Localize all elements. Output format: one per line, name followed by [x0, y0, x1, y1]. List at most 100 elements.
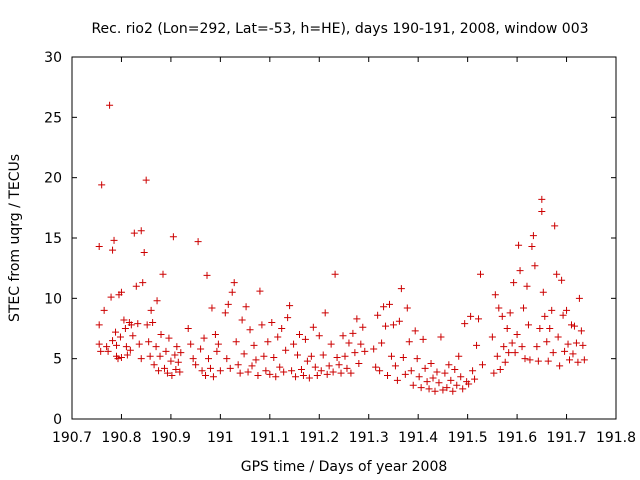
data-point: [282, 346, 290, 354]
data-point: [577, 327, 585, 335]
data-point: [449, 387, 457, 395]
data-point: [510, 279, 518, 287]
data-point: [211, 331, 219, 339]
data-point: [252, 356, 260, 364]
data-point: [423, 378, 431, 386]
data-point: [95, 321, 103, 329]
data-point: [476, 270, 484, 278]
data-point: [556, 362, 564, 370]
data-point: [425, 385, 433, 393]
data-point: [339, 332, 347, 340]
data-point: [292, 373, 300, 381]
data-point: [264, 338, 272, 346]
data-point: [254, 372, 262, 380]
data-point: [405, 338, 413, 346]
data-point: [384, 372, 392, 380]
data-point: [278, 325, 286, 332]
data-point: [162, 347, 170, 355]
x-tick-label: 190.8: [101, 430, 141, 446]
data-point: [173, 343, 181, 351]
data-point: [459, 385, 467, 393]
data-point: [498, 312, 506, 320]
data-point: [126, 346, 134, 354]
data-point: [116, 333, 124, 341]
data-point: [189, 355, 197, 363]
data-point: [411, 327, 419, 335]
data-point: [234, 361, 242, 369]
data-point: [238, 316, 246, 324]
data-point: [407, 367, 415, 375]
data-point: [574, 358, 582, 366]
data-point: [272, 373, 280, 381]
data-point: [378, 339, 386, 347]
data-point: [473, 341, 481, 349]
data-point: [415, 373, 423, 381]
data-point: [437, 333, 445, 341]
data-point: [391, 362, 399, 370]
data-point: [325, 362, 333, 370]
data-point: [337, 369, 345, 377]
data-point: [382, 322, 390, 330]
y-tick-label: 30: [44, 50, 62, 66]
axis-ticks: 190.7 190.8 190.9 191 191.1 191.2 191.3 191.4 19…: [44, 50, 636, 446]
data-point: [236, 369, 244, 377]
data-point: [260, 352, 268, 360]
data-point: [297, 366, 305, 374]
data-point: [266, 370, 274, 378]
data-point: [397, 285, 405, 293]
data-point: [113, 341, 121, 349]
data-point: [534, 357, 542, 365]
data-point: [580, 356, 588, 364]
data-point: [564, 340, 572, 348]
data-point: [311, 363, 319, 371]
data-point: [327, 340, 335, 348]
data-point: [516, 267, 524, 275]
data-point: [204, 355, 212, 363]
data-point: [299, 372, 307, 380]
data-point: [553, 270, 561, 278]
data-point: [488, 333, 496, 341]
data-point: [98, 181, 106, 189]
data-point: [429, 374, 437, 382]
y-tick-label: 20: [44, 171, 62, 187]
data-point: [177, 349, 185, 357]
data-point: [317, 367, 325, 375]
data-point: [508, 339, 516, 347]
data-point: [441, 369, 449, 377]
data-point: [109, 337, 117, 345]
data-point: [214, 340, 222, 348]
data-point: [539, 288, 547, 296]
x-tick-label: 191.3: [349, 430, 389, 446]
data-point: [526, 356, 534, 364]
data-point: [385, 300, 393, 308]
data-point: [538, 195, 546, 203]
data-point: [403, 304, 411, 312]
data-point: [150, 361, 158, 369]
data-point: [149, 318, 157, 326]
data-point: [433, 368, 441, 376]
data-point: [357, 340, 365, 348]
y-tick-label: 5: [53, 352, 62, 368]
plot-frame: [71, 56, 617, 420]
data-point: [389, 321, 397, 329]
data-point: [551, 222, 559, 230]
data-point: [409, 381, 417, 389]
data-point: [376, 367, 384, 375]
data-point: [270, 353, 278, 361]
data-point: [202, 372, 210, 380]
data-point: [503, 325, 511, 332]
data-point: [276, 363, 284, 371]
data-point: [95, 242, 103, 250]
data-point: [230, 279, 238, 287]
data-point: [307, 352, 315, 360]
data-point: [130, 229, 138, 237]
y-axis-label: STEC from uqrg / TECUs: [7, 154, 23, 322]
data-point: [274, 333, 282, 341]
data-point: [250, 341, 258, 349]
data-point: [538, 207, 546, 215]
data-point: [558, 276, 566, 284]
data-point: [208, 304, 216, 312]
data-point: [194, 238, 202, 246]
data-point: [110, 236, 118, 244]
